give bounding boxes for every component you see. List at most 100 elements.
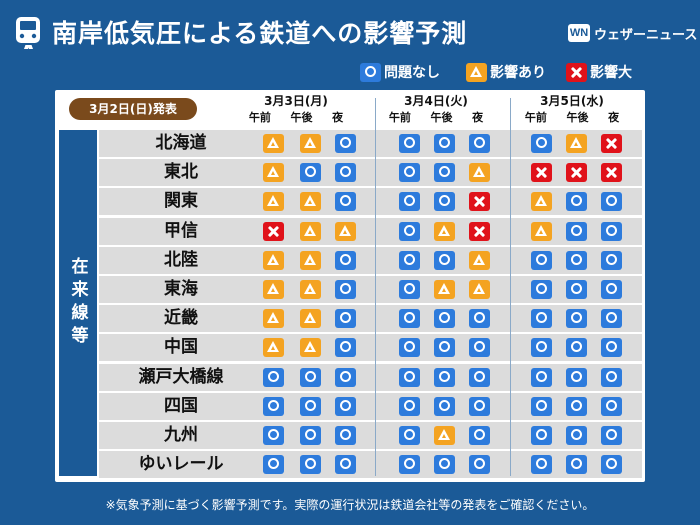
circle-icon (566, 426, 587, 445)
triangle-icon (300, 134, 321, 153)
triangle-icon (263, 280, 284, 299)
triangle-icon (263, 134, 284, 153)
table-row: ゆいレール (99, 451, 642, 479)
circle-icon (601, 367, 622, 387)
table-row: 甲信 (99, 217, 642, 245)
circle-icon (566, 192, 587, 212)
region-name: 東海 (164, 279, 198, 299)
circle-icon (335, 134, 356, 153)
circle-icon (263, 455, 284, 475)
table-row: 北陸 (99, 246, 642, 274)
circle-icon (360, 62, 381, 82)
circle-icon (469, 367, 490, 387)
table-row: 東海 (99, 276, 642, 303)
circle-icon (263, 367, 284, 387)
circle-icon (399, 367, 420, 387)
circle-icon (531, 134, 552, 153)
triangle-icon (434, 280, 455, 299)
legend-item-major: 影響大 (566, 60, 632, 84)
page-title: 南岸低気圧による鉄道への影響予測 (52, 19, 468, 48)
table-row: 関東 (99, 188, 642, 216)
triangle-icon (300, 309, 321, 329)
region-name: 北陸 (164, 249, 198, 270)
period-label: 夜 (472, 111, 484, 124)
circle-icon (566, 396, 587, 416)
period-labels: 午前 午後 夜 (229, 110, 363, 126)
triangle-icon (263, 309, 284, 329)
circle-icon (335, 280, 356, 299)
period-label: 夜 (608, 111, 620, 124)
table-row: 東北 (99, 159, 642, 187)
triangle-icon (263, 250, 284, 270)
region-name: 甲信 (164, 220, 198, 241)
triangle-icon (531, 221, 552, 241)
circle-icon (469, 426, 490, 445)
triangle-icon (434, 221, 455, 241)
circle-icon (531, 455, 552, 475)
cross-icon (469, 192, 490, 212)
region-name: ゆいレール (138, 454, 224, 475)
circle-icon (531, 250, 552, 270)
day-column-header: 3月5日(水) 午前 午後 夜 (505, 93, 639, 126)
day-name: 3月5日(水) (540, 94, 604, 108)
circle-icon (335, 338, 356, 358)
region-name: 瀬戸大橋線 (138, 366, 224, 387)
circle-icon (469, 309, 490, 329)
circle-icon (263, 426, 284, 445)
brand-mark-icon: WN (568, 24, 590, 42)
circle-icon (601, 455, 622, 475)
circle-icon (601, 250, 622, 270)
circle-icon (601, 338, 622, 358)
triangle-icon (434, 426, 455, 445)
table-row: 近畿 (99, 305, 642, 333)
triangle-icon (469, 250, 490, 270)
circle-icon (335, 426, 356, 445)
circle-icon (434, 192, 455, 212)
period-label: 午後 (290, 111, 313, 124)
period-label: 午後 (566, 111, 589, 124)
triangle-icon (300, 250, 321, 270)
circle-icon (601, 221, 622, 241)
circle-icon (399, 280, 420, 299)
circle-icon (399, 396, 420, 416)
circle-icon (601, 280, 622, 299)
circle-icon (601, 309, 622, 329)
day-column-header: 3月4日(火) 午前 午後 夜 (369, 93, 503, 126)
circle-icon (601, 426, 622, 445)
region-name: 四国 (164, 395, 198, 416)
circle-icon (434, 367, 455, 387)
triangle-icon (335, 221, 356, 241)
circle-icon (531, 367, 552, 387)
legend-item-affected: 影響あり (466, 60, 546, 84)
legend: 問題なし 影響あり 影響大 (360, 60, 695, 84)
legend-label: 影響あり (490, 65, 546, 81)
cross-icon (566, 163, 587, 183)
triangle-icon (300, 192, 321, 212)
circle-icon (566, 309, 587, 329)
period-labels: 午前 午後 夜 (505, 110, 639, 126)
triangle-icon (263, 338, 284, 358)
cross-icon (531, 163, 552, 183)
period-label: 午後 (430, 111, 453, 124)
circle-icon (399, 309, 420, 329)
footer-note: ※気象予測に基づく影響予測です。実際の運行状況は鉄道会社等の発表をご確認ください… (105, 498, 595, 512)
region-name: 関東 (164, 191, 198, 212)
circle-icon (399, 221, 420, 241)
circle-icon (335, 250, 356, 270)
legend-label: 問題なし (384, 65, 440, 81)
circle-icon (399, 455, 420, 475)
circle-icon (469, 396, 490, 416)
cross-icon (601, 134, 622, 153)
region-name: 東北 (164, 162, 198, 183)
triangle-icon (300, 280, 321, 299)
circle-icon (566, 250, 587, 270)
circle-icon (566, 367, 587, 387)
triangle-icon (469, 280, 490, 299)
table-row: 中国 (99, 334, 642, 362)
table-row: 瀬戸大橋線 (99, 363, 642, 391)
circle-icon (566, 280, 587, 299)
circle-icon (434, 455, 455, 475)
triangle-icon (469, 163, 490, 183)
triangle-icon (263, 163, 284, 183)
period-label: 午前 (524, 111, 547, 124)
